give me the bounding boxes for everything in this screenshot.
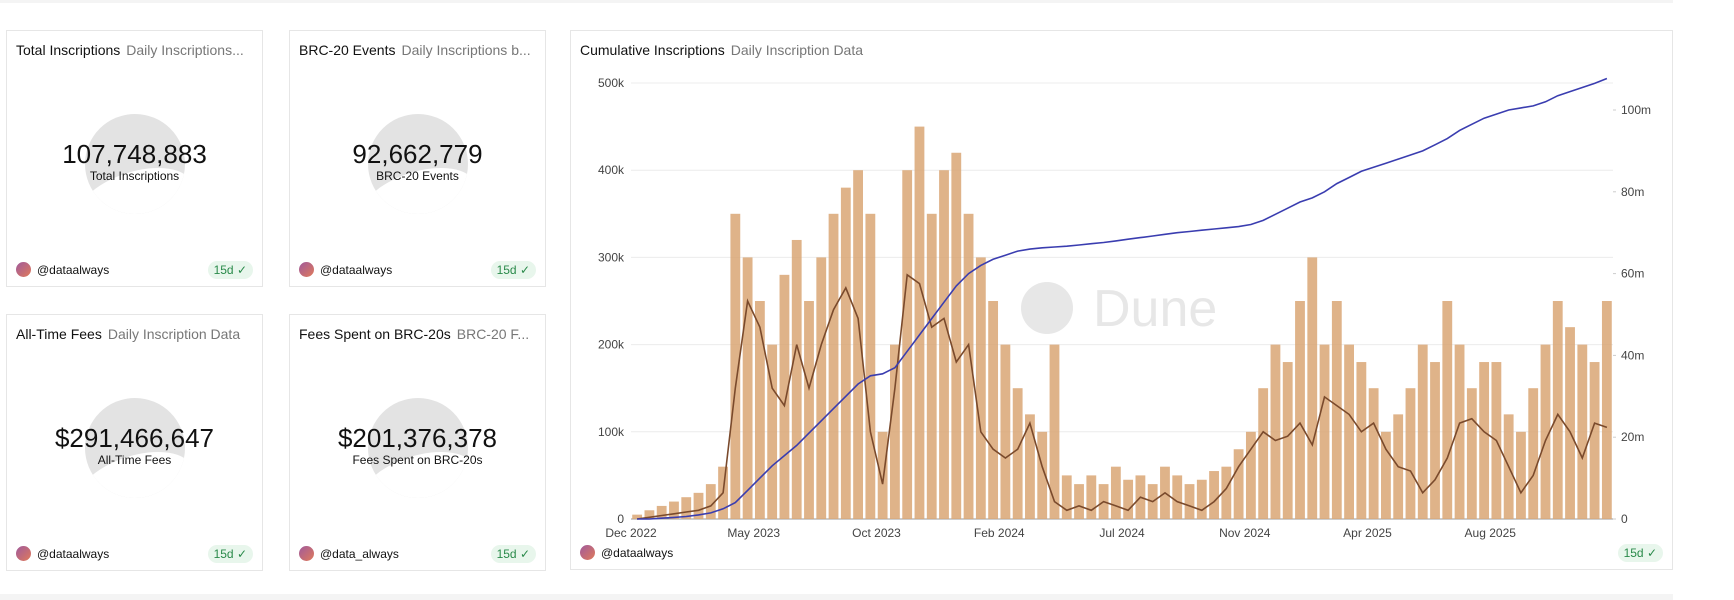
freshness-badge[interactable]: 15d ✓ xyxy=(207,545,253,563)
card-subtitle: Daily Inscriptions b... xyxy=(401,42,531,58)
card-title: Fees Spent on BRC-20s xyxy=(299,326,451,342)
top-strip xyxy=(0,0,1673,3)
counter-value: $201,376,378 xyxy=(337,423,498,453)
avatar xyxy=(16,546,31,561)
counter-label: All-Time Fees xyxy=(97,453,172,467)
author-name: @dataalways xyxy=(37,546,110,561)
age-text: 15d xyxy=(1623,546,1644,560)
counter-graphic xyxy=(84,113,185,214)
author-name: @dataalways xyxy=(320,262,393,277)
counter-value: $291,466,647 xyxy=(54,423,215,453)
age-text: 15d xyxy=(496,263,517,277)
card-header: Fees Spent on BRC-20s BRC-20 F... xyxy=(299,326,529,342)
card-author[interactable]: @dataalways xyxy=(299,262,392,277)
age-text: 15d xyxy=(213,547,234,561)
counter-value: 107,748,883 xyxy=(62,139,207,169)
avatar xyxy=(299,546,314,561)
counter-value: 92,662,779 xyxy=(352,139,483,169)
age-text: 15d xyxy=(496,547,517,561)
chart-subtitle: Daily Inscription Data xyxy=(730,42,864,58)
card-subtitle: BRC-20 F... xyxy=(456,326,530,342)
chart-header: Cumulative Inscriptions Daily Inscription… xyxy=(580,42,863,58)
freshness-badge[interactable]: 15d ✓ xyxy=(1617,544,1663,562)
counter-graphic xyxy=(367,397,468,498)
freshness-badge[interactable]: 15d ✓ xyxy=(490,261,536,279)
bottom-strip xyxy=(0,594,1673,600)
freshness-badge[interactable]: 15d ✓ xyxy=(207,261,253,279)
card-header: All-Time Fees Daily Inscription Data xyxy=(16,326,240,342)
counter-card: Total Inscriptions Daily Inscriptions... 1… xyxy=(6,30,263,287)
counter-card: Fees Spent on BRC-20s BRC-20 F... $201,376… xyxy=(289,314,546,571)
card-author[interactable]: @dataalways xyxy=(16,262,109,277)
counter-label: BRC-20 Events xyxy=(376,169,459,183)
card-header: BRC-20 Events Daily Inscriptions b... xyxy=(299,42,531,58)
counter-graphic xyxy=(367,113,468,214)
card-subtitle: Daily Inscriptions... xyxy=(126,42,244,58)
author-name: @dataalways xyxy=(601,545,674,560)
age-text: 15d xyxy=(213,263,234,277)
author-name: @data_always xyxy=(320,546,399,561)
counter-label: Total Inscriptions xyxy=(89,169,180,183)
avatar xyxy=(580,545,595,560)
counter-graphic xyxy=(84,397,185,498)
freshness-badge[interactable]: 15d ✓ xyxy=(490,545,536,563)
author-name: @dataalways xyxy=(37,262,110,277)
card-title: BRC-20 Events xyxy=(299,42,396,58)
card-header: Total Inscriptions Daily Inscriptions... xyxy=(16,42,244,58)
card-author[interactable]: @dataalways xyxy=(16,546,109,561)
counter-card: All-Time Fees Daily Inscription Data $291,… xyxy=(6,314,263,571)
chart-title: Cumulative Inscriptions xyxy=(580,42,725,58)
avatar xyxy=(299,262,314,277)
card-title: Total Inscriptions xyxy=(16,42,121,58)
chart-card: Cumulative Inscriptions Daily Inscription… xyxy=(570,30,1673,570)
avatar xyxy=(16,262,31,277)
card-title: All-Time Fees xyxy=(16,326,102,342)
chart-author[interactable]: @dataalways xyxy=(580,545,673,560)
card-subtitle: Daily Inscription Data xyxy=(107,326,241,342)
counter-label: Fees Spent on BRC-20s xyxy=(352,453,483,467)
counter-card: BRC-20 Events Daily Inscriptions b... 92,6… xyxy=(289,30,546,287)
card-author[interactable]: @data_always xyxy=(299,546,399,561)
